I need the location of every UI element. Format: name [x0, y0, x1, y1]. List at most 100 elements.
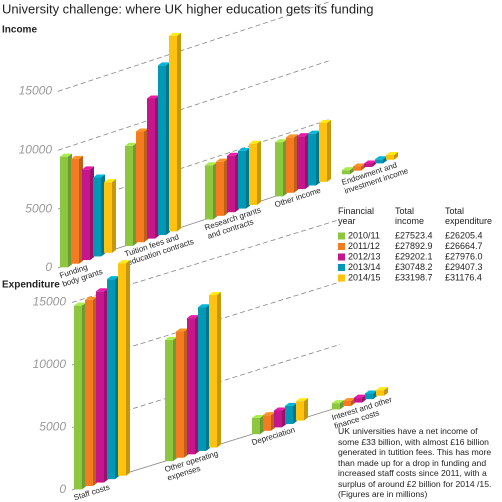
bar-top — [319, 119, 331, 123]
grid-line — [71, 219, 341, 303]
bar-top — [286, 134, 298, 138]
legend-swatch — [338, 243, 345, 250]
bar — [136, 131, 144, 243]
bar — [376, 390, 384, 396]
bar-top — [263, 412, 275, 416]
y-tick-label: 10000 — [33, 357, 67, 371]
bar-top — [275, 139, 287, 143]
table-cell: £26664.7 — [445, 241, 483, 251]
legend-swatch — [338, 274, 345, 282]
legend-swatch — [338, 232, 345, 240]
bar-top — [274, 407, 286, 411]
bar — [342, 170, 350, 175]
table-cell: £33198.7 — [395, 272, 433, 282]
legend-label: 2011/12 — [348, 241, 380, 251]
bar-top — [85, 296, 97, 300]
bar — [169, 35, 177, 232]
bar — [165, 339, 173, 462]
bar — [125, 145, 133, 246]
bar — [354, 397, 362, 403]
bar-top — [216, 158, 228, 162]
bar-top — [74, 302, 86, 306]
bar-side — [327, 119, 331, 182]
table-cell: £29202.1 — [395, 251, 433, 261]
bar-top — [118, 260, 130, 264]
bar-top — [104, 179, 116, 183]
bar — [205, 165, 213, 220]
y-tick-label: 0 — [59, 482, 66, 496]
legend-label: 2010/11 — [348, 230, 380, 240]
bar-top — [249, 140, 261, 144]
legend-label: 2014/15 — [348, 272, 381, 282]
bar-top — [227, 152, 239, 156]
bar-top — [169, 32, 181, 36]
legend-label: 2013/14 — [348, 262, 381, 272]
bar — [238, 150, 246, 209]
bar-top — [209, 292, 221, 296]
bar-top — [165, 336, 177, 340]
table-header: Total expenditure — [445, 206, 492, 226]
bar-top — [176, 328, 188, 332]
table-header: Total income — [395, 206, 424, 226]
bar — [74, 305, 82, 490]
bar-top — [187, 315, 199, 319]
table-cell: £27976.0 — [445, 251, 483, 261]
bar-top — [386, 152, 398, 156]
y-tick-label: 5000 — [39, 420, 66, 434]
bar-side — [126, 260, 130, 476]
bar-top — [125, 142, 137, 146]
bar — [332, 403, 340, 410]
bar-top — [308, 130, 320, 134]
bar — [209, 295, 217, 448]
bar — [96, 291, 104, 483]
bar — [187, 318, 195, 455]
bar — [263, 415, 271, 431]
bar-top — [354, 394, 366, 398]
table-header: Financial year — [338, 206, 377, 226]
bar-top — [343, 397, 355, 401]
bar — [353, 166, 361, 171]
bar — [364, 163, 372, 168]
bar-top — [147, 95, 159, 99]
bar-top — [71, 155, 83, 159]
bar-side — [177, 32, 181, 232]
bar-top — [82, 166, 94, 170]
y-tick-label: 0 — [45, 260, 52, 274]
bar — [107, 279, 115, 480]
bar — [343, 400, 351, 406]
bar — [275, 142, 283, 197]
bar — [147, 98, 155, 239]
bar — [365, 393, 373, 400]
chart-title: Expenditure — [2, 280, 60, 291]
bar-top — [365, 390, 377, 394]
bar — [118, 263, 126, 476]
bar-top — [375, 156, 387, 160]
y-tick-label: 10000 — [19, 142, 53, 156]
table-cell: £27892.9 — [395, 241, 433, 251]
bar-side — [384, 387, 388, 396]
bar-top — [93, 174, 105, 178]
bar-top — [107, 276, 119, 280]
bar-top — [296, 398, 308, 402]
table-cell: £29407.3 — [445, 262, 483, 272]
bar — [286, 137, 294, 193]
bar-top — [238, 147, 250, 151]
bar — [198, 307, 206, 451]
bar — [71, 158, 79, 264]
bar-top — [364, 160, 376, 164]
bar — [308, 133, 316, 186]
bar-top — [60, 153, 72, 157]
bar — [274, 410, 282, 428]
legend-swatch — [338, 264, 345, 271]
bar — [386, 155, 394, 160]
bar-top — [158, 62, 170, 66]
table-cell: £31176.4 — [445, 272, 482, 282]
bar-top — [297, 133, 309, 137]
bar — [104, 182, 112, 253]
bar-side — [304, 398, 308, 421]
note: UK universities have a net income of som… — [338, 426, 492, 499]
bar-top — [332, 400, 344, 404]
y-tick-label: 15000 — [33, 295, 67, 309]
